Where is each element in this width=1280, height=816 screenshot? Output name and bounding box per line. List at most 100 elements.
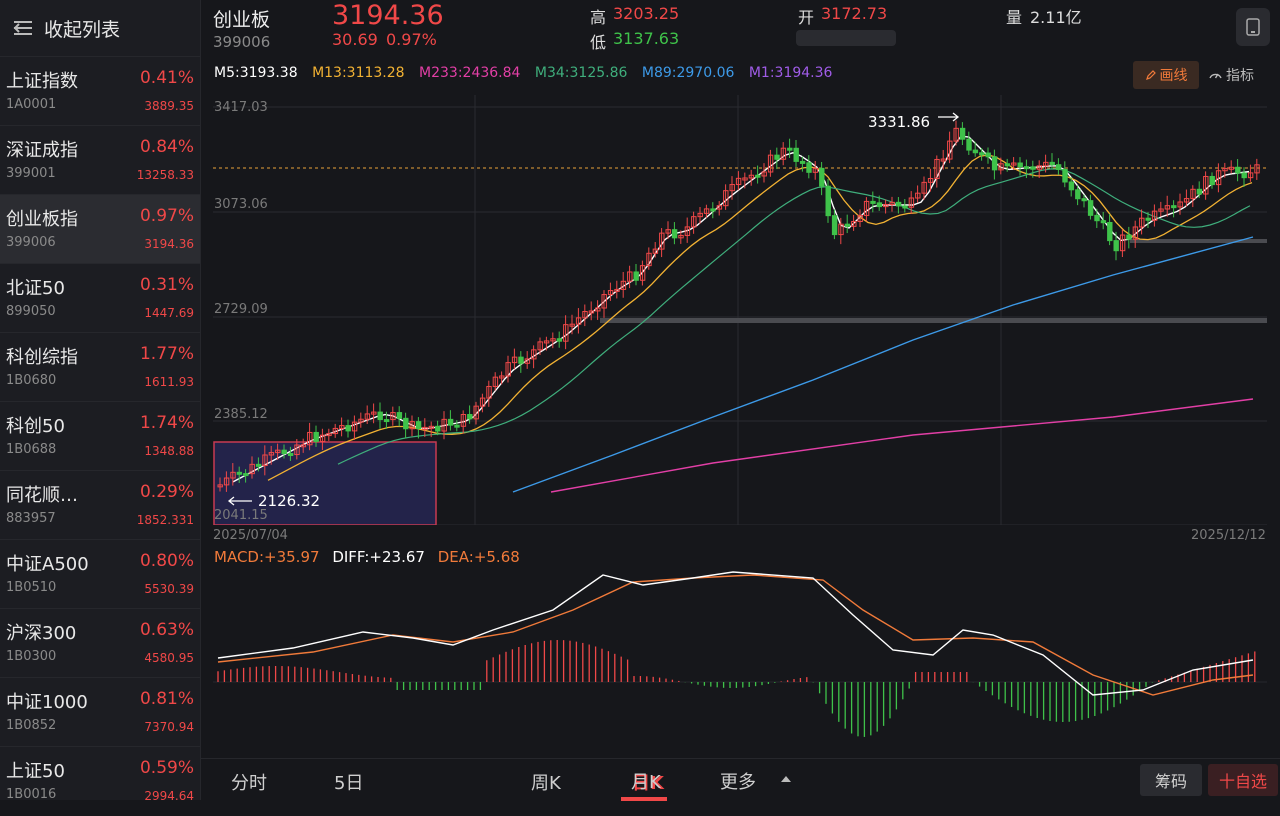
volume-value: 2.11亿 bbox=[1030, 8, 1082, 27]
candle bbox=[454, 424, 460, 428]
candle bbox=[377, 411, 383, 421]
selection-box bbox=[213, 441, 437, 526]
candle bbox=[505, 362, 511, 377]
tab-daily-k[interactable]: 日K bbox=[632, 773, 664, 794]
collapse-list-button[interactable]: 收起列表 bbox=[0, 0, 200, 57]
candle bbox=[844, 223, 851, 227]
tab-5day[interactable]: 5日 bbox=[334, 773, 364, 794]
x-tick-end: 2025/12/12 bbox=[1191, 528, 1266, 543]
candle bbox=[460, 414, 467, 427]
candle bbox=[1151, 210, 1158, 221]
tab-weekly-k[interactable]: 周K bbox=[531, 773, 561, 794]
candle bbox=[1068, 181, 1075, 191]
candle bbox=[1075, 189, 1081, 200]
ma-m13: M13:3113.28 bbox=[312, 65, 405, 81]
candle bbox=[671, 229, 678, 239]
sidebar-item-name: 北证50 bbox=[6, 278, 65, 299]
candle bbox=[921, 181, 927, 194]
dea-value: DEA:+5.68 bbox=[437, 548, 520, 566]
sidebar-item[interactable]: 中证A500 1B0510 0.80% 5530.39 bbox=[0, 540, 200, 609]
sidebar-item[interactable]: 中证1000 1B0852 0.81% 7370.94 bbox=[0, 678, 200, 747]
candle bbox=[1023, 166, 1030, 170]
candle bbox=[716, 205, 723, 210]
candle bbox=[1235, 166, 1241, 174]
sidebar-item[interactable]: 上证50 1B0016 0.59% 2994.64 bbox=[0, 747, 200, 816]
candle bbox=[972, 149, 979, 154]
price-change: 30.69 bbox=[332, 30, 378, 49]
sidebar-item[interactable]: 深证成指 399001 0.84% 13258.33 bbox=[0, 126, 200, 195]
tab-intraday[interactable]: 分时 bbox=[231, 773, 267, 794]
candle bbox=[499, 375, 505, 379]
landscape-toggle-button[interactable] bbox=[1236, 8, 1270, 46]
candle bbox=[1183, 198, 1190, 203]
draw-line-button[interactable]: 画线 bbox=[1133, 61, 1199, 89]
add-favorite-button[interactable]: 十自选 bbox=[1208, 764, 1278, 796]
candle bbox=[569, 323, 575, 327]
tab-monthly-k[interactable]: 月K bbox=[631, 772, 661, 793]
candle bbox=[543, 340, 550, 344]
sidebar-item-code: 1B0510 bbox=[6, 580, 57, 595]
sidebar-item-price: 1611.93 bbox=[144, 375, 194, 389]
sidebar-item-pct: 0.63% bbox=[139, 620, 194, 640]
candle bbox=[575, 317, 582, 325]
candle bbox=[281, 449, 287, 455]
sidebar-item-code: 1B0852 bbox=[6, 718, 57, 733]
candle bbox=[646, 252, 652, 267]
sidebar-item-active[interactable]: 创业板指 399006 0.97% 3194.36 bbox=[0, 195, 200, 264]
sidebar-item[interactable]: 科创综指 1B0680 1.77% 1611.93 bbox=[0, 333, 200, 402]
kline-chart[interactable]: 3331.86 2126.32 3417.03 3073.06 2729.09 … bbox=[213, 95, 1267, 526]
candle bbox=[236, 471, 243, 475]
candle bbox=[492, 376, 499, 387]
ma-m89: M89:2970.06 bbox=[641, 65, 735, 81]
candle bbox=[684, 226, 691, 236]
candle bbox=[703, 208, 710, 214]
sidebar-item-pct: 0.41% bbox=[139, 68, 194, 88]
sidebar-item-price: 1852.331 bbox=[136, 513, 194, 527]
candle bbox=[652, 248, 659, 254]
candle bbox=[748, 174, 755, 179]
candle bbox=[1209, 175, 1215, 186]
sidebar-item[interactable]: 上证指数 1A0001 0.41% 3889.35 bbox=[0, 57, 200, 126]
candle bbox=[531, 349, 537, 360]
candle bbox=[1247, 172, 1254, 179]
open-value: 3172.73 bbox=[821, 4, 888, 23]
macd-chart[interactable] bbox=[213, 570, 1267, 750]
price-change-pct: 0.97% bbox=[386, 30, 437, 49]
candle bbox=[799, 160, 806, 164]
candle bbox=[1158, 208, 1164, 212]
macd-value: MACD:+35.97 bbox=[214, 548, 320, 566]
candle bbox=[780, 147, 787, 160]
candle bbox=[1081, 198, 1087, 202]
candle bbox=[1139, 217, 1145, 228]
candle bbox=[524, 358, 531, 364]
y-tick-4: 2385.12 bbox=[214, 407, 268, 422]
candle bbox=[1030, 166, 1036, 170]
ma-legend: M5:3193.38 M13:3113.28 M233:2436.84 M34:… bbox=[214, 65, 842, 81]
low-annotation: 2126.32 bbox=[258, 492, 320, 510]
sidebar-item-name: 上证50 bbox=[6, 761, 65, 782]
candle bbox=[838, 223, 844, 236]
sidebar-item-code: 883957 bbox=[6, 511, 56, 526]
caret-up-icon[interactable] bbox=[780, 774, 792, 784]
sidebar-item[interactable]: 科创50 1B0688 1.74% 1348.88 bbox=[0, 402, 200, 471]
candle bbox=[1004, 163, 1011, 167]
low-value: 3137.63 bbox=[613, 29, 680, 48]
sidebar-item-code: 1B0016 bbox=[6, 787, 57, 802]
sidebar-item-code: 1B0680 bbox=[6, 373, 57, 388]
sidebar-item[interactable]: 北证50 899050 0.31% 1447.69 bbox=[0, 264, 200, 333]
candle bbox=[915, 192, 921, 199]
candle bbox=[806, 162, 812, 173]
collapse-label: 收起列表 bbox=[44, 18, 121, 41]
candle bbox=[351, 421, 358, 432]
candle bbox=[588, 310, 595, 314]
chip-distribution-button[interactable]: 筹码 bbox=[1140, 764, 1202, 796]
sidebar-item[interactable]: 沪深300 1B0300 0.63% 4580.95 bbox=[0, 609, 200, 678]
high-arrow-icon bbox=[938, 112, 960, 122]
candle bbox=[607, 290, 614, 296]
indicator-button[interactable]: 指标 bbox=[1208, 61, 1254, 89]
candle bbox=[1017, 162, 1023, 168]
candle bbox=[735, 177, 742, 186]
sidebar-item[interactable]: 同花顺… 883957 0.29% 1852.331 bbox=[0, 471, 200, 540]
ma-m34: M34:3125.86 bbox=[534, 65, 628, 81]
tab-more[interactable]: 更多 bbox=[720, 772, 756, 793]
